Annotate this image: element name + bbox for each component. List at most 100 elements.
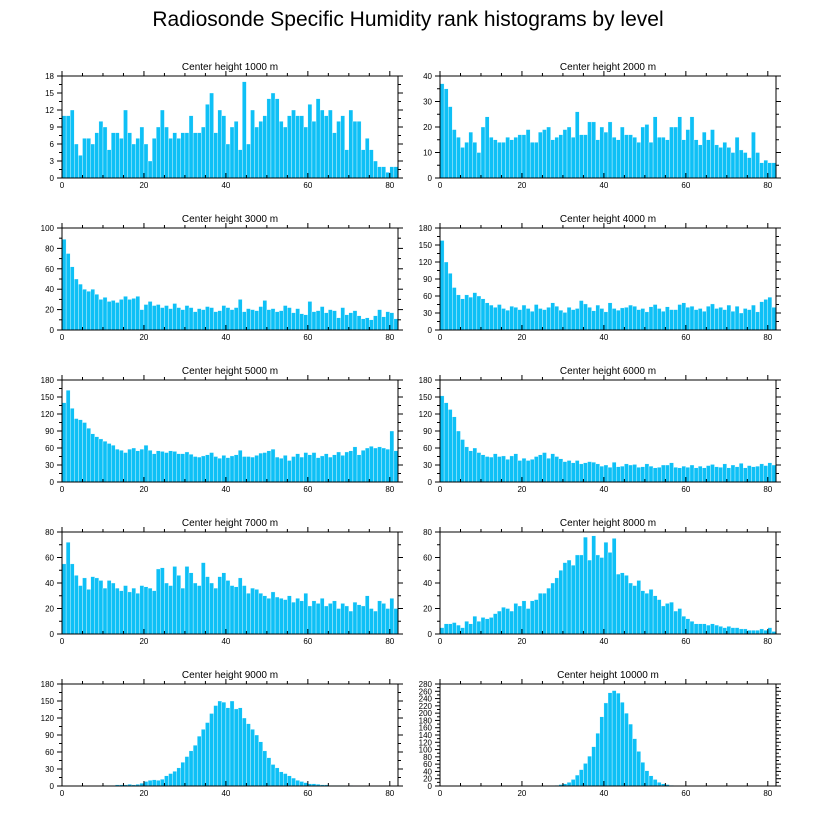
histogram-bar <box>160 307 165 331</box>
histogram-bar <box>714 308 719 331</box>
histogram-bar <box>192 456 198 483</box>
x-tick-label: 0 <box>438 181 443 190</box>
histogram-bar <box>90 143 95 179</box>
histogram-bar <box>689 116 695 179</box>
histogram-bar <box>743 308 748 331</box>
x-tick-label: 60 <box>303 637 312 646</box>
histogram-bar <box>385 172 390 179</box>
histogram-bar <box>299 781 304 787</box>
histogram-bar <box>262 750 268 787</box>
x-tick-label: 20 <box>517 637 526 646</box>
histogram-bar <box>652 779 658 787</box>
histogram-bar <box>652 467 658 483</box>
histogram-bar <box>197 735 202 787</box>
histogram-bar <box>550 139 555 179</box>
histogram-bar <box>225 457 231 483</box>
histogram-bar <box>225 580 231 635</box>
histogram-bar <box>579 300 584 331</box>
histogram-bar <box>332 454 337 483</box>
histogram-bar <box>70 109 75 179</box>
histogram-bar <box>82 289 87 331</box>
histogram-bar <box>542 129 547 179</box>
histogram-bar <box>706 465 711 483</box>
histogram-bar <box>529 600 535 635</box>
histogram-bar <box>311 600 317 635</box>
histogram-bar <box>755 152 760 179</box>
histogram-bar <box>381 316 386 331</box>
histogram-bar <box>751 629 756 635</box>
histogram-bar <box>579 769 584 787</box>
histogram-bar <box>168 585 173 635</box>
histogram-bar <box>730 311 736 331</box>
histogram-bar <box>242 81 247 179</box>
x-tick-label: 20 <box>139 637 148 646</box>
histogram-bar <box>123 452 128 483</box>
histogram-bar <box>270 764 276 787</box>
histogram-bar <box>480 126 486 179</box>
y-tick-label: 80 <box>423 753 432 762</box>
histogram-bar <box>127 132 132 179</box>
histogram-bar <box>583 462 588 483</box>
histogram-bar <box>644 463 650 483</box>
histogram-bar <box>599 126 605 179</box>
histogram-bar <box>443 623 449 635</box>
histogram-bar <box>640 126 646 179</box>
histogram-bar <box>123 109 128 179</box>
y-tick-label: 40 <box>45 285 54 294</box>
histogram-bar <box>472 447 478 483</box>
histogram-bar <box>119 590 124 635</box>
y-tick-label: 30 <box>423 98 432 107</box>
histogram-bar <box>550 582 555 635</box>
y-tick-label: 260 <box>419 687 433 696</box>
histogram-bar <box>123 585 128 635</box>
histogram-bar <box>599 716 605 787</box>
histogram-bar <box>369 319 374 331</box>
histogram-bar <box>575 308 580 331</box>
histogram-bar <box>278 771 284 787</box>
y-tick-label: 90 <box>45 427 54 436</box>
histogram-bar <box>172 771 177 787</box>
histogram-bar <box>616 466 621 483</box>
x-tick-label: 20 <box>139 789 148 798</box>
y-tick-label: 20 <box>423 605 432 614</box>
histogram-bar <box>373 610 378 635</box>
y-tick-label: 60 <box>45 265 54 274</box>
histogram-bar <box>348 610 354 635</box>
histogram-bar <box>611 538 617 635</box>
histogram-bar <box>472 292 478 331</box>
histogram-bar <box>377 600 382 635</box>
x-tick-label: 40 <box>599 181 608 190</box>
histogram-bar <box>611 308 617 331</box>
y-tick-label: 40 <box>423 579 432 588</box>
histogram-bar <box>575 554 580 635</box>
histogram-bar <box>722 309 728 331</box>
panel-title: Center height 9000 m <box>182 670 278 681</box>
histogram-bar <box>344 451 350 483</box>
histogram-bar <box>710 623 715 635</box>
histogram-bar <box>755 629 760 635</box>
histogram-bar <box>644 311 650 331</box>
histogram-bar <box>538 131 543 179</box>
histogram-panel-9: Center height 9000 m 0 20 40 60 80 0 30 60 90 120 1… <box>41 670 403 798</box>
histogram-bar <box>192 132 198 179</box>
histogram-bar <box>644 124 650 179</box>
histogram-bar <box>110 582 116 635</box>
histogram-bar <box>439 83 445 179</box>
histogram-bar <box>156 450 161 483</box>
histogram-bar <box>448 273 453 331</box>
histogram-bar <box>534 599 539 635</box>
x-tick-label: 0 <box>438 637 443 646</box>
histogram-bar <box>456 624 461 635</box>
histogram-bar <box>352 121 358 179</box>
histogram-bar <box>328 456 333 483</box>
histogram-bar <box>505 459 510 483</box>
histogram-bar <box>628 304 633 331</box>
histogram-bar <box>328 309 333 331</box>
histogram-bar <box>258 593 263 635</box>
y-tick-label: 80 <box>45 244 54 253</box>
histogram-bar <box>283 455 288 483</box>
x-tick-label: 80 <box>385 637 394 646</box>
histogram-bar <box>579 463 584 483</box>
panel-title: Center height 3000 m <box>182 214 278 225</box>
histogram-bar <box>291 601 296 635</box>
